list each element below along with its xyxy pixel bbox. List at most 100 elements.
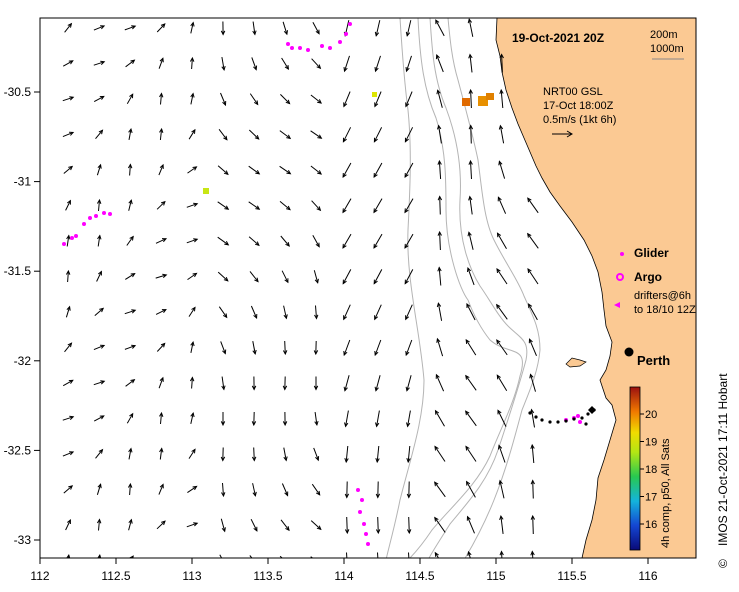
current-vectors [62,18,539,558]
current-arrow [250,518,258,532]
current-arrow [159,411,164,425]
current-arrow [342,269,352,285]
current-arrow [158,57,164,69]
current-arrow [252,483,257,497]
current-arrow [188,448,196,459]
current-arrow [162,557,168,558]
current-arrow [406,481,412,499]
current-arrow [251,411,257,427]
current-arrow [468,53,473,73]
current-arrow [467,267,475,286]
current-arrow [313,270,319,284]
current-arrow [62,60,74,67]
current-arrow [283,305,288,320]
current-arrow [497,409,507,427]
sst-patch [462,98,470,106]
current-arrow [218,129,228,141]
current-arrow [279,201,291,211]
current-arrow [283,447,288,462]
current-arrow [128,447,133,460]
current-arrow [312,235,320,248]
current-arrow [499,514,504,534]
current-arrow [281,57,290,70]
current-arrow [218,306,228,319]
current-arrow [404,233,414,249]
current-arrow [310,130,323,139]
current-scale-label: 0.5m/s (1kt 6h) [543,114,616,126]
x-tick-label: 113.5 [253,569,282,583]
current-arrow [374,304,382,321]
colorbar [629,386,641,551]
current-arrow [373,233,383,249]
colorbar-tick-label: 18 [645,464,657,476]
current-arrow [65,269,71,283]
current-arrow [496,374,508,391]
current-arrow [127,163,133,176]
x-tick-label: 113 [182,569,201,583]
current-arrow [406,445,411,464]
sst-patch [372,92,377,97]
scale-depth-1000: 1000m [650,43,684,55]
current-arrow [221,376,226,391]
current-arrow [126,412,134,424]
current-arrow [310,520,322,531]
current-arrow [249,93,259,106]
current-arrow [125,379,136,387]
current-arrow [190,21,195,34]
perth-marker [624,347,634,357]
glider-legend-marker [620,252,624,256]
current-arrow [405,375,412,392]
current-arrow [220,447,226,462]
current-arrow [375,481,381,499]
current-arrow [248,201,261,210]
current-arrow [374,339,382,357]
current-arrow [128,127,133,140]
current-arrow [65,518,71,531]
current-arrow [217,236,230,246]
y-tick-label: -32.5 [4,443,32,457]
current-arrow [406,516,412,535]
current-arrow [437,195,443,215]
current-arrow [249,555,253,558]
current-arrow [434,445,446,462]
colorbar-tick-label: 19 [645,437,657,449]
current-arrow [217,271,229,282]
current-arrow [93,344,106,351]
current-arrow [375,516,381,535]
current-arrow [528,303,538,321]
current-arrow [95,129,104,140]
current-arrow [465,410,477,427]
current-arrow [221,57,226,72]
current-arrow [155,309,167,315]
current-arrow [126,235,134,246]
current-arrow [465,338,477,356]
current-arrow [187,166,198,174]
current-arrow [189,376,195,389]
current-arrow [280,235,290,247]
city-label-perth: Perth [637,353,670,368]
current-arrow [465,374,477,391]
colorbar-tick-label: 20 [645,409,657,421]
current-arrow [346,552,348,558]
current-arrow [342,198,352,214]
current-arrow [468,88,473,109]
glider-track [528,406,596,426]
y-tick-label: -33 [14,533,32,547]
current-arrow [310,165,322,175]
current-arrow [437,159,442,180]
current-arrow [96,270,102,282]
current-arrow [65,199,71,211]
current-arrow [466,515,475,534]
current-arrow [344,481,350,499]
current-time-label: 17-Oct 18:00Z [543,100,614,112]
colorbar-ticks: 16 17 18 19 20 [640,409,657,531]
current-arrow [221,482,226,498]
y-tick-label: -31.5 [4,264,32,278]
current-arrow [125,272,136,280]
current-arrow [187,485,198,494]
current-arrow [62,451,75,457]
x-tick-label: 116 [638,569,657,583]
current-arrow [96,163,102,176]
current-arrow [158,163,164,176]
current-arrow [217,201,230,210]
